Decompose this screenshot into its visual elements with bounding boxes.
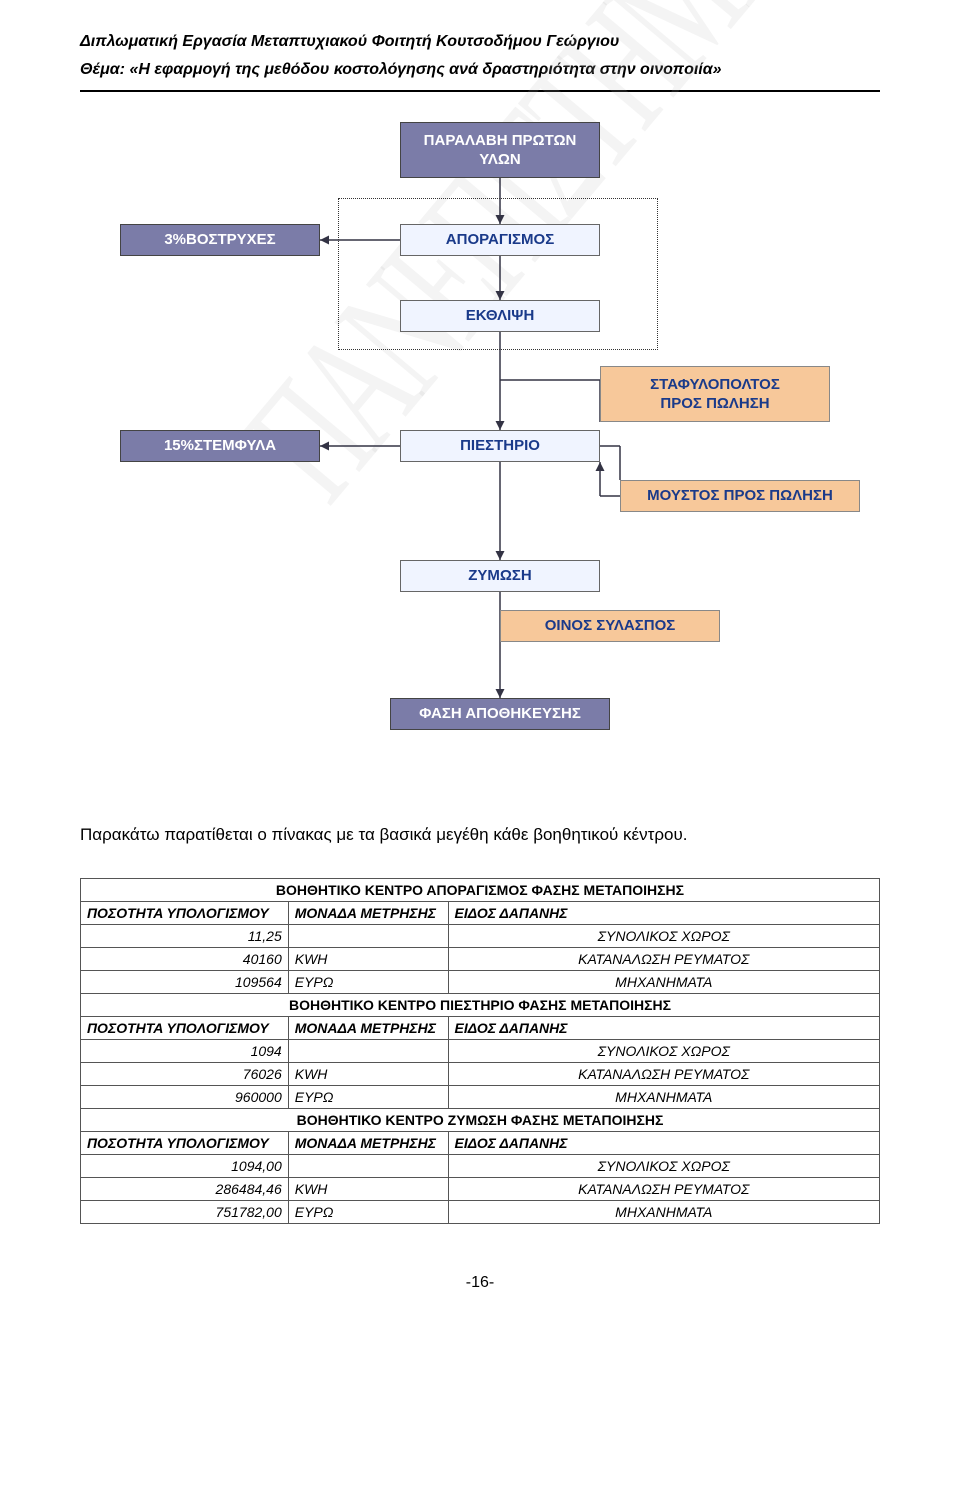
- cell-type: ΜΗΧΑΝΗΜΑΤΑ: [448, 970, 879, 993]
- table-row: 109564ΕΥΡΩΜΗΧΑΝΗΜΑΤΑ: [81, 970, 880, 993]
- table-row: 40160KWHΚΑΤΑΝΑΛΩΣΗ ΡΕΥΜΑΤΟΣ: [81, 947, 880, 970]
- table-header-cell: ΕΙΔΟΣ ΔΑΠΑΝΗΣ: [448, 1016, 879, 1039]
- cell-type: ΚΑΤΑΝΑΛΩΣΗ ΡΕΥΜΑΤΟΣ: [448, 1177, 879, 1200]
- table-row: 286484,46KWHΚΑΤΑΝΑΛΩΣΗ ΡΕΥΜΑΤΟΣ: [81, 1177, 880, 1200]
- cell-quantity: 1094,00: [81, 1154, 289, 1177]
- page-number: -16-: [80, 1274, 880, 1292]
- table-row: 76026KWHΚΑΤΑΝΑΛΩΣΗ ΡΕΥΜΑΤΟΣ: [81, 1062, 880, 1085]
- flow-node: ΣΤΑΦΥΛΟΠΟΛΤΟΣΠΡΟΣ ΠΩΛΗΣΗ: [600, 366, 830, 422]
- page: ΠΑΝΕΠΙΣΤΗΜΙΟ Διπλωματική Εργασία Μεταπτυ…: [0, 0, 960, 1332]
- intro-paragraph: Παρακάτω παρατίθεται ο πίνακας με τα βασ…: [80, 822, 880, 848]
- table-section-title: ΒΟΗΘΗΤΙΚΟ ΚΕΝΤΡΟ ΑΠΟΡΑΓΙΣΜΟΣ ΦΑΣΗΣ ΜΕΤΑΠ…: [81, 878, 880, 901]
- table-header-cell: ΠΟΣΟΤΗΤΑ ΥΠΟΛΟΓΙΣΜΟΥ: [81, 901, 289, 924]
- cell-unit: [288, 1154, 448, 1177]
- header-line-2: Θέμα: «Η εφαρμογή της μεθόδου κοστολόγησ…: [80, 58, 880, 82]
- cell-quantity: 11,25: [81, 924, 289, 947]
- table-header-cell: ΠΟΣΟΤΗΤΑ ΥΠΟΛΟΓΙΣΜΟΥ: [81, 1016, 289, 1039]
- cell-type: ΜΗΧΑΝΗΜΑΤΑ: [448, 1085, 879, 1108]
- cell-type: ΣΥΝΟΛΙΚΟΣ ΧΩΡΟΣ: [448, 1154, 879, 1177]
- cell-unit: ΕΥΡΩ: [288, 1085, 448, 1108]
- cell-type: ΜΗΧΑΝΗΜΑΤΑ: [448, 1200, 879, 1223]
- cell-type: ΚΑΤΑΝΑΛΩΣΗ ΡΕΥΜΑΤΟΣ: [448, 1062, 879, 1085]
- cell-quantity: 76026: [81, 1062, 289, 1085]
- table-row: 11,25 ΣΥΝΟΛΙΚΟΣ ΧΩΡΟΣ: [81, 924, 880, 947]
- table-row: 960000ΕΥΡΩΜΗΧΑΝΗΜΑΤΑ: [81, 1085, 880, 1108]
- table-section-title: ΒΟΗΘΗΤΙΚΟ ΚΕΝΤΡΟ ΠΙΕΣΤΗΡΙΟ ΦΑΣΗΣ ΜΕΤΑΠΟΙ…: [81, 993, 880, 1016]
- table-row: 751782,00ΕΥΡΩΜΗΧΑΝΗΜΑΤΑ: [81, 1200, 880, 1223]
- table-row: 1094 ΣΥΝΟΛΙΚΟΣ ΧΩΡΟΣ: [81, 1039, 880, 1062]
- cell-quantity: 751782,00: [81, 1200, 289, 1223]
- flow-node: ΠΑΡΑΛΑΒΗ ΠΡΩΤΩΝΥΛΩΝ: [400, 122, 600, 178]
- cell-quantity: 40160: [81, 947, 289, 970]
- flow-node: ΜΟΥΣΤΟΣ ΠΡΟΣ ΠΩΛΗΣΗ: [620, 480, 860, 512]
- cell-unit: [288, 924, 448, 947]
- cell-quantity: 109564: [81, 970, 289, 993]
- table-header-cell: ΕΙΔΟΣ ΔΑΠΑΝΗΣ: [448, 901, 879, 924]
- cell-quantity: 286484,46: [81, 1177, 289, 1200]
- cell-unit: [288, 1039, 448, 1062]
- flowchart: ΠΑΡΑΛΑΒΗ ΠΡΩΤΩΝΥΛΩΝ 3%ΒΟΣΤΡΥΧΕΣ ΑΠΟΡΑΓΙΣΜΟ…: [80, 122, 880, 802]
- cell-unit: ΕΥΡΩ: [288, 970, 448, 993]
- cell-type: ΚΑΤΑΝΑΛΩΣΗ ΡΕΥΜΑΤΟΣ: [448, 947, 879, 970]
- flow-node: 15%ΣΤΕΜΦΥΛΑ: [120, 430, 320, 462]
- flow-node: 3%ΒΟΣΤΡΥΧΕΣ: [120, 224, 320, 256]
- header-rule: [80, 90, 880, 92]
- table-header-cell: ΜΟΝΑΔΑ ΜΕΤΡΗΣΗΣ: [288, 1016, 448, 1039]
- cell-unit: ΕΥΡΩ: [288, 1200, 448, 1223]
- cell-unit: KWH: [288, 1177, 448, 1200]
- cell-unit: KWH: [288, 1062, 448, 1085]
- table-header-cell: ΕΙΔΟΣ ΔΑΠΑΝΗΣ: [448, 1131, 879, 1154]
- table-row: 1094,00 ΣΥΝΟΛΙΚΟΣ ΧΩΡΟΣ: [81, 1154, 880, 1177]
- table-header-cell: ΠΟΣΟΤΗΤΑ ΥΠΟΛΟΓΙΣΜΟΥ: [81, 1131, 289, 1154]
- flow-node: ΟΙΝΟΣ ΣΥΛΑΣΠΟΣ: [500, 610, 720, 642]
- flow-node: ΦΑΣΗ ΑΠΟΘΗΚΕΥΣΗΣ: [390, 698, 610, 730]
- flow-node: ΕΚΘΛΙΨΗ: [400, 300, 600, 332]
- table-section-title: ΒΟΗΘΗΤΙΚΟ ΚΕΝΤΡΟ ΖΥΜΩΣΗ ΦΑΣΗΣ ΜΕΤΑΠΟΙΗΣΗ…: [81, 1108, 880, 1131]
- header-line-1: Διπλωματική Εργασία Μεταπτυχιακού Φοιτητ…: [80, 30, 880, 54]
- cell-unit: KWH: [288, 947, 448, 970]
- page-header: Διπλωματική Εργασία Μεταπτυχιακού Φοιτητ…: [80, 30, 880, 82]
- cell-quantity: 960000: [81, 1085, 289, 1108]
- cell-type: ΣΥΝΟΛΙΚΟΣ ΧΩΡΟΣ: [448, 1039, 879, 1062]
- table-header-cell: ΜΟΝΑΔΑ ΜΕΤΡΗΣΗΣ: [288, 1131, 448, 1154]
- cost-centers-table: ΒΟΗΘΗΤΙΚΟ ΚΕΝΤΡΟ ΑΠΟΡΑΓΙΣΜΟΣ ΦΑΣΗΣ ΜΕΤΑΠ…: [80, 878, 880, 1224]
- flow-node: ΠΙΕΣΤΗΡΙΟ: [400, 430, 600, 462]
- cell-quantity: 1094: [81, 1039, 289, 1062]
- flow-node: ΖΥΜΩΣΗ: [400, 560, 600, 592]
- table-header-cell: ΜΟΝΑΔΑ ΜΕΤΡΗΣΗΣ: [288, 901, 448, 924]
- cell-type: ΣΥΝΟΛΙΚΟΣ ΧΩΡΟΣ: [448, 924, 879, 947]
- flow-node: ΑΠΟΡΑΓΙΣΜΟΣ: [400, 224, 600, 256]
